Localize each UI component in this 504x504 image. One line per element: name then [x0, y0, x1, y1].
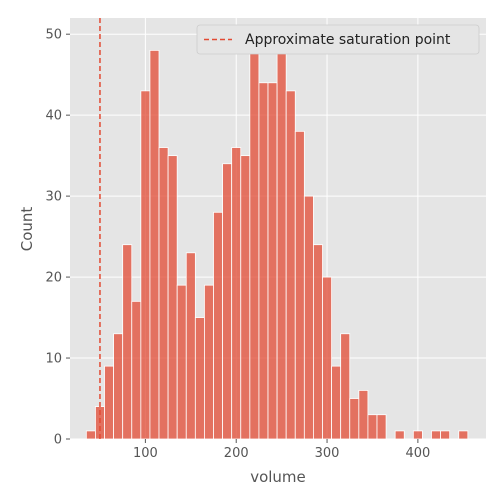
histogram-bar — [185, 252, 196, 440]
histogram-bar — [458, 430, 469, 440]
histogram-bar — [331, 365, 342, 440]
histogram-bar — [322, 276, 332, 440]
histogram-bar — [276, 41, 287, 440]
histogram-bar — [376, 414, 387, 440]
histogram-bar — [367, 414, 378, 440]
histogram-bars — [85, 41, 469, 440]
x-axis-label: volume — [250, 468, 306, 486]
histogram-bar — [85, 430, 96, 440]
histogram-bar — [176, 284, 187, 440]
histogram-bar — [113, 333, 124, 440]
histogram-bar — [213, 211, 223, 440]
histogram-bar — [204, 284, 214, 440]
histogram-bar — [294, 130, 305, 440]
y-tick-label: 0 — [54, 433, 62, 448]
histogram-bar — [158, 147, 169, 440]
y-axis-label: Count — [18, 207, 36, 252]
histogram-bar — [340, 333, 351, 440]
y-tick-label: 40 — [45, 109, 62, 124]
histogram-bar — [240, 155, 251, 440]
histogram-bar — [167, 155, 178, 440]
histogram-bar — [412, 430, 423, 440]
histogram-bar — [285, 90, 296, 440]
histogram-bar — [313, 244, 323, 440]
legend-box — [196, 24, 480, 55]
x-tick-label: 400 — [405, 446, 430, 461]
x-axis-ticks: 100 200 300 400 — [133, 439, 430, 461]
histogram-bar — [194, 317, 205, 440]
histogram-bar — [104, 365, 114, 440]
histogram-bar — [267, 82, 278, 440]
histogram-bar — [440, 430, 451, 440]
histogram-bar — [258, 82, 269, 440]
y-tick-label: 20 — [45, 271, 62, 286]
histogram-bar — [149, 49, 160, 440]
histogram-bar — [222, 163, 233, 440]
x-tick-label: 300 — [315, 446, 340, 461]
y-axis-ticks: 0 10 20 30 40 50 — [45, 28, 70, 448]
legend: Approximate saturation point — [196, 24, 480, 55]
histogram-bar — [394, 430, 405, 440]
histogram-bar — [140, 90, 151, 440]
x-tick-label: 100 — [133, 446, 158, 461]
x-tick-label: 200 — [224, 446, 249, 461]
histogram-bar — [122, 244, 133, 440]
histogram-bar — [131, 300, 142, 440]
y-tick-label: 10 — [45, 352, 62, 367]
histogram-bar — [431, 430, 441, 440]
histogram-bar — [303, 195, 314, 440]
histogram-bar — [349, 398, 360, 440]
y-tick-label: 50 — [45, 28, 62, 43]
legend-label: Approximate saturation point — [245, 32, 451, 48]
y-tick-label: 30 — [45, 190, 62, 205]
histogram-bar — [358, 390, 369, 440]
histogram-bar — [231, 147, 242, 440]
histogram-bar — [249, 41, 260, 440]
